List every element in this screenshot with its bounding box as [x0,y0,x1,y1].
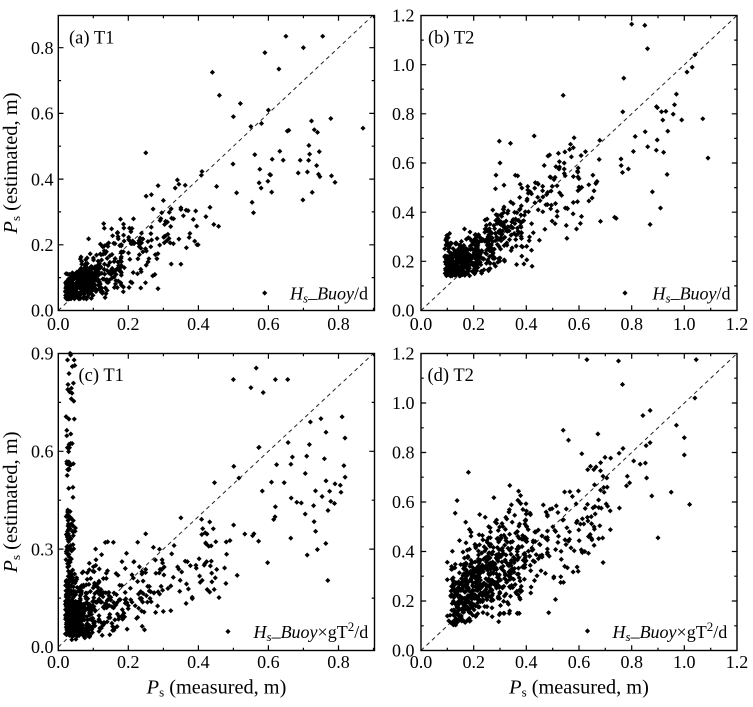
svg-text:0.6: 0.6 [31,442,54,462]
svg-text:0.4: 0.4 [392,542,415,562]
svg-text:0.9: 0.9 [31,344,54,364]
svg-text:0.2: 0.2 [462,314,485,334]
svg-text:1.0: 1.0 [673,314,696,334]
svg-text:Ps (measured, m): Ps (measured, m) [508,677,649,700]
svg-text:1.2: 1.2 [392,344,415,364]
svg-text:0.2: 0.2 [392,591,415,611]
svg-text:0.6: 0.6 [257,314,280,334]
svg-text:0.6: 0.6 [568,652,591,672]
svg-text:Hs_Buoy×gT2/d: Hs_Buoy×gT2/d [253,619,369,644]
svg-text:0.2: 0.2 [31,235,54,255]
svg-text:0.8: 0.8 [327,652,350,672]
svg-text:0.8: 0.8 [392,443,415,463]
svg-text:0.0: 0.0 [392,301,415,321]
svg-text:0.8: 0.8 [327,314,350,334]
svg-text:Ps (estimated, m): Ps (estimated, m) [0,431,23,573]
svg-text:1.2: 1.2 [392,6,415,26]
svg-text:1.0: 1.0 [392,393,415,413]
svg-text:0.4: 0.4 [515,314,538,334]
svg-text:0.6: 0.6 [392,153,415,173]
svg-text:Hs_Buoy×gT2/d: Hs_Buoy×gT2/d [612,619,728,644]
svg-text:(a) T1: (a) T1 [69,29,114,49]
svg-text:0.2: 0.2 [117,652,140,672]
svg-text:(b) T2: (b) T2 [428,29,474,49]
svg-text:0.8: 0.8 [620,652,643,672]
svg-text:Ps (measured, m): Ps (measured, m) [146,677,287,700]
svg-text:0.0: 0.0 [47,314,70,334]
svg-text:(d) T2: (d) T2 [428,366,474,386]
svg-text:0.6: 0.6 [392,492,415,512]
svg-text:0.6: 0.6 [568,314,591,334]
svg-text:1.0: 1.0 [673,652,696,672]
svg-text:0.0: 0.0 [47,652,70,672]
svg-text:0.4: 0.4 [392,202,415,222]
svg-text:Ps (estimated, m): Ps (estimated, m) [0,92,23,234]
svg-text:0.0: 0.0 [410,314,433,334]
svg-text:(c) T1: (c) T1 [79,366,124,386]
svg-text:0.6: 0.6 [257,652,280,672]
svg-text:0.0: 0.0 [392,641,415,661]
svg-text:0.0: 0.0 [31,637,54,657]
svg-text:1.2: 1.2 [726,652,749,672]
svg-text:0.0: 0.0 [410,652,433,672]
svg-text:0.2: 0.2 [392,252,415,272]
svg-text:0.8: 0.8 [31,38,54,58]
svg-text:0.8: 0.8 [620,314,643,334]
svg-text:0.4: 0.4 [515,652,538,672]
svg-text:0.4: 0.4 [31,169,54,189]
svg-text:0.4: 0.4 [187,652,210,672]
svg-text:1.0: 1.0 [392,55,415,75]
svg-text:1.2: 1.2 [726,314,749,334]
svg-text:Hs_Buoy/d: Hs_Buoy/d [289,282,368,306]
svg-text:0.0: 0.0 [31,301,54,321]
svg-text:0.2: 0.2 [462,652,485,672]
svg-text:Hs_Buoy/d: Hs_Buoy/d [652,282,731,306]
svg-text:0.8: 0.8 [392,104,415,124]
svg-text:0.4: 0.4 [187,314,210,334]
svg-text:0.6: 0.6 [31,104,54,124]
svg-text:0.3: 0.3 [31,539,54,559]
svg-text:0.2: 0.2 [117,314,140,334]
